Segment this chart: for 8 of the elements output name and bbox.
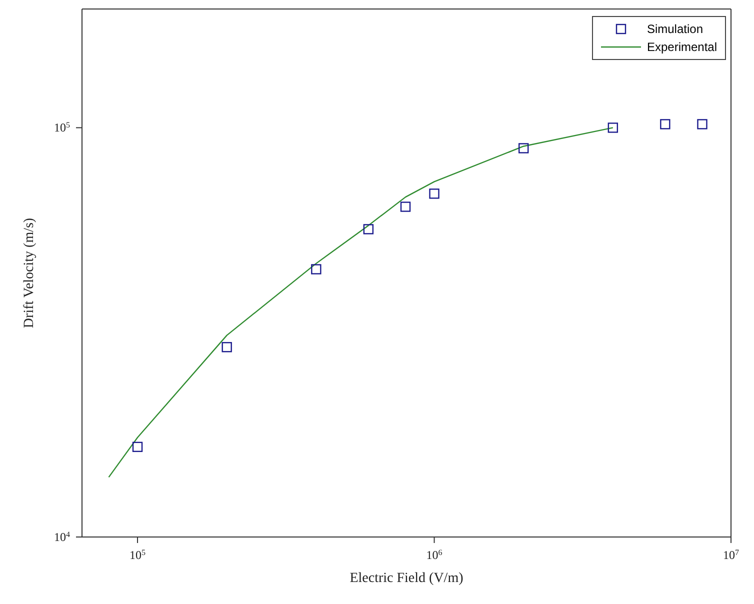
x-tick-label: 10$^{5}$	[130, 548, 146, 562]
y-tick-label: 10$^{4}$	[54, 530, 70, 544]
x-axis-title: Electric Field (V/m)	[350, 571, 464, 586]
legend-label: Experimental	[646, 40, 717, 54]
x-tick-label: 10$^{6}$	[426, 548, 442, 562]
x-tick-label: 10$^{7}$	[723, 548, 739, 562]
legend-label: Simulation	[646, 22, 703, 36]
y-axis-title: Drift Velocity (m/s)	[22, 218, 37, 328]
